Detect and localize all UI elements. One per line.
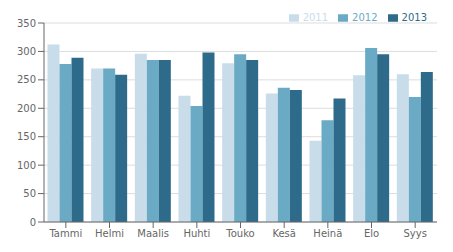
svg-text:0: 0 bbox=[30, 217, 36, 228]
svg-text:50: 50 bbox=[23, 188, 36, 199]
svg-text:Elo: Elo bbox=[364, 228, 379, 239]
svg-text:Helmi: Helmi bbox=[95, 228, 124, 239]
svg-text:Heinä: Heinä bbox=[313, 228, 342, 239]
svg-text:Touko: Touko bbox=[225, 228, 254, 239]
html-text:2013: 2013 bbox=[401, 12, 427, 23]
svg-text:Tammi: Tammi bbox=[48, 228, 82, 239]
svg-text:300: 300 bbox=[17, 46, 36, 57]
svg-text:350: 350 bbox=[17, 18, 36, 29]
svg-text:Huhti: Huhti bbox=[183, 228, 210, 239]
html-text:2012: 2012 bbox=[352, 12, 378, 23]
html-text:2011: 2011 bbox=[302, 12, 329, 23]
svg-text:200: 200 bbox=[17, 103, 36, 114]
svg-text:150: 150 bbox=[17, 131, 36, 142]
svg-text:Kesä: Kesä bbox=[272, 228, 296, 239]
svg-text:100: 100 bbox=[17, 160, 36, 171]
svg-text:Maalis: Maalis bbox=[137, 228, 169, 239]
svg-text:250: 250 bbox=[17, 74, 36, 85]
svg-text:Syys: Syys bbox=[403, 228, 426, 239]
